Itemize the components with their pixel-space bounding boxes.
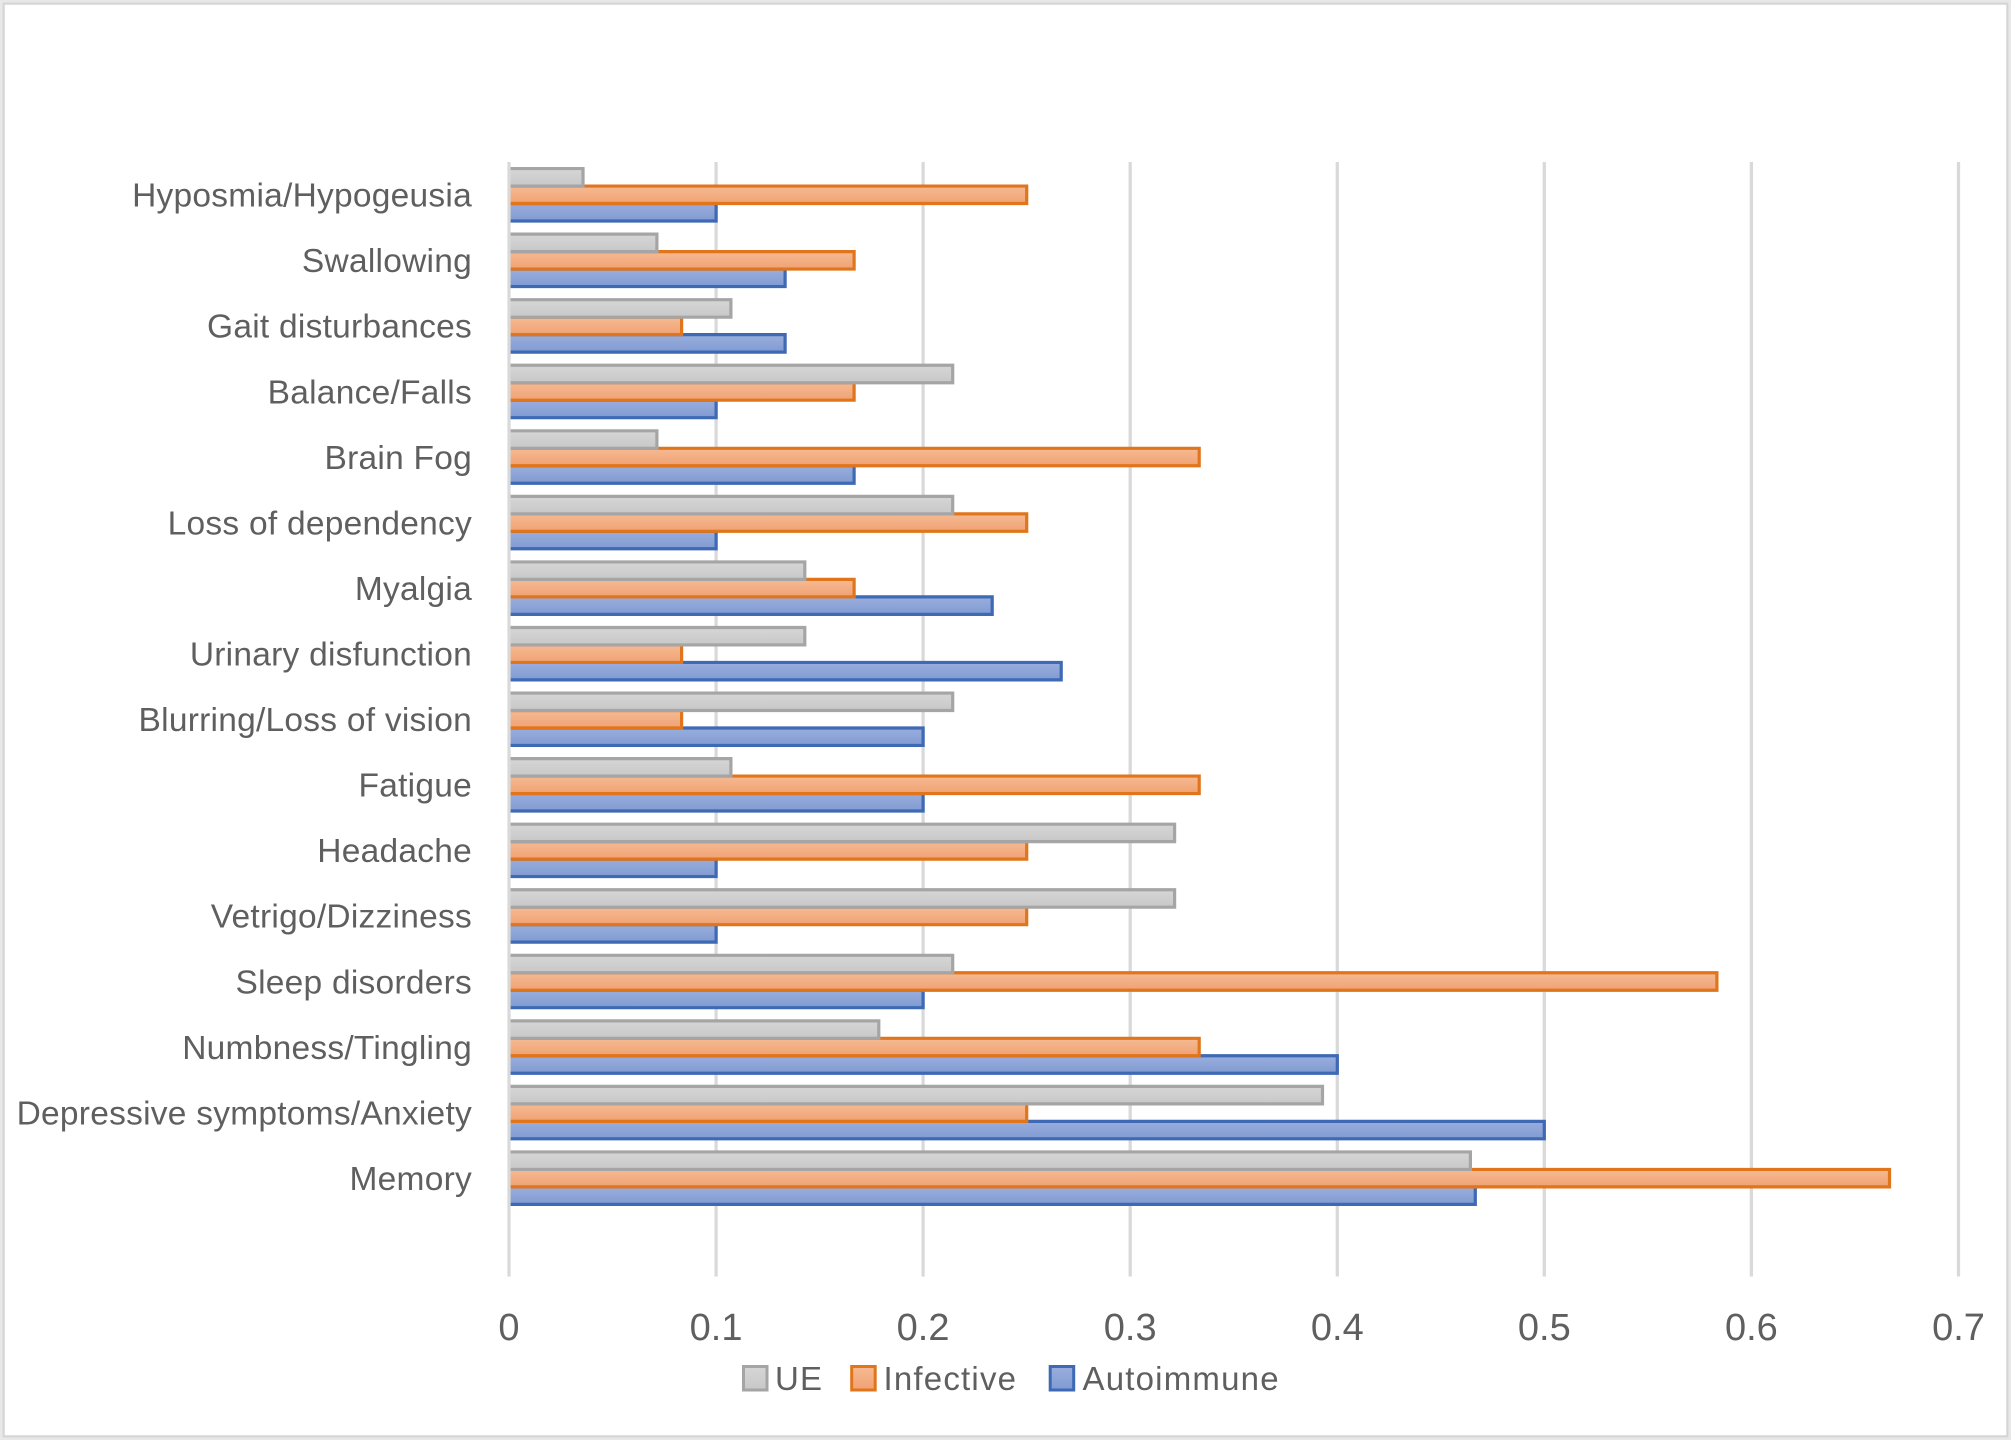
- svg-text:0.1: 0.1: [690, 1307, 743, 1349]
- svg-text:Brain Fog: Brain Fog: [325, 440, 473, 477]
- svg-text:Memory: Memory: [350, 1161, 472, 1198]
- svg-text:Headache: Headache: [317, 833, 472, 870]
- svg-text:Swallowing: Swallowing: [302, 243, 472, 280]
- svg-text:0: 0: [498, 1307, 519, 1349]
- svg-text:Vetrigo/Dizziness: Vetrigo/Dizziness: [211, 899, 472, 936]
- svg-text:0.6: 0.6: [1725, 1307, 1778, 1349]
- svg-text:UE: UE: [775, 1360, 823, 1397]
- svg-text:Gait disturbances: Gait disturbances: [207, 309, 472, 346]
- svg-text:Infective: Infective: [884, 1360, 1018, 1397]
- svg-text:Depressive symptoms/Anxiety: Depressive symptoms/Anxiety: [17, 1095, 472, 1132]
- svg-text:Myalgia: Myalgia: [355, 571, 472, 608]
- svg-text:Balance/Falls: Balance/Falls: [268, 374, 472, 411]
- svg-text:0.2: 0.2: [897, 1307, 950, 1349]
- svg-text:Fatigue: Fatigue: [359, 768, 473, 805]
- svg-text:0.3: 0.3: [1104, 1307, 1157, 1349]
- svg-text:0.5: 0.5: [1518, 1307, 1571, 1349]
- svg-text:0.7: 0.7: [1932, 1307, 1985, 1349]
- svg-text:Hyposmia/Hypogeusia: Hyposmia/Hypogeusia: [132, 178, 472, 215]
- svg-text:Urinary disfunction: Urinary disfunction: [190, 637, 472, 674]
- svg-text:Numbness/Tingling: Numbness/Tingling: [182, 1030, 472, 1067]
- svg-text:Loss of dependency: Loss of dependency: [168, 505, 472, 542]
- svg-text:Sleep disorders: Sleep disorders: [235, 964, 472, 1001]
- svg-text:0.4: 0.4: [1311, 1307, 1364, 1349]
- svg-text:Blurring/Loss of vision: Blurring/Loss of vision: [139, 702, 472, 739]
- svg-text:Autoimmune: Autoimmune: [1083, 1360, 1280, 1397]
